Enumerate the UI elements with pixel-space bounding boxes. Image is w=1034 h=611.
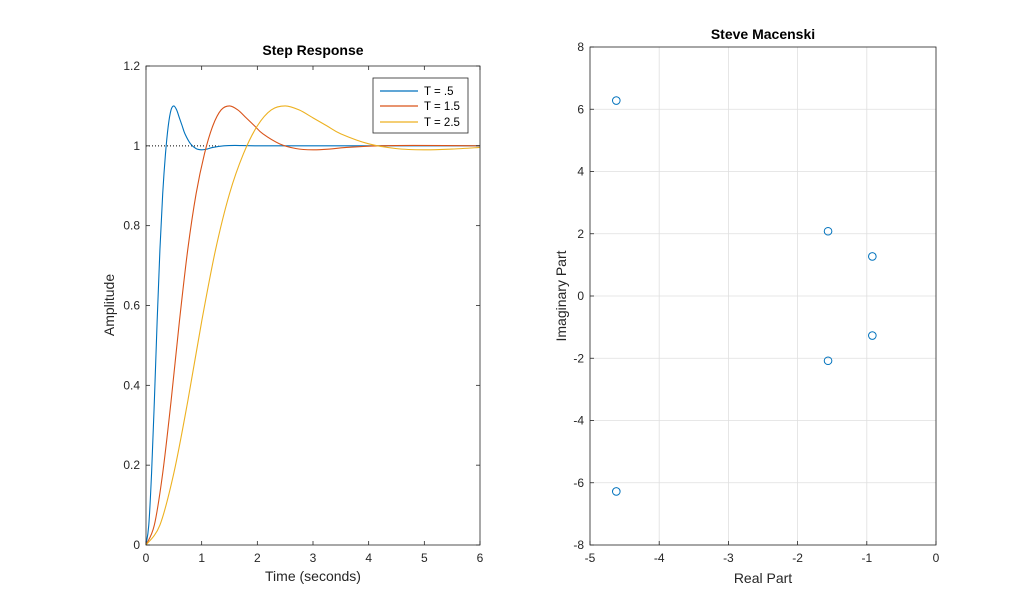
pole-point-2 [823,226,833,236]
plot1-title: Step Response [262,42,363,58]
plot2-title: Steve Macenski [711,26,815,42]
plot2-x-tick-label: -3 [723,551,734,565]
plot1-x-tick-label: 2 [254,551,261,565]
series-line-1 [145,105,481,546]
plot2-ticks: -5 -4 -3 -2 -1 0 -8 -6 -4 -2 0 2 4 6 8 [573,40,939,565]
plot1-y-tick-label: 1 [133,139,140,153]
plot1-x-tick-label: 5 [421,551,428,565]
plot2-y-axis-label: Imaginary Part [553,250,569,341]
plot1-x-tick-label: 1 [198,551,205,565]
series-line-0 [145,105,480,546]
plot2-points-group [611,96,877,496]
plot2-y-tick-label: 0 [577,289,584,303]
plot2-y-tick-label: -2 [573,351,584,365]
plot2-x-tick-label: -2 [792,551,803,565]
plot1-legend: T = .5 T = 1.5 T = 2.5 [372,77,469,134]
plot2-y-tick-label: 8 [577,40,584,54]
plot2-y-tick-label: -8 [573,538,584,552]
step-response-plot: 0 1 2 3 4 5 6 0 0.2 0.4 0.6 0.8 1 1.2 Step Response T… [101,42,484,584]
plot2-x-tick-label: -5 [585,551,596,565]
pole-point-0 [611,96,621,105]
plot1-x-tick-label: 6 [477,551,484,565]
pole-point-1 [611,487,621,496]
plot2-x-tick-label: 0 [933,551,940,565]
plot1-y-tick-label: 0.2 [123,458,140,472]
plot1-y-tick-label: 1.2 [123,59,140,73]
legend-entry-0: T = .5 [424,86,454,98]
plot2-x-tick-label: -4 [654,551,665,565]
legend-entry-2: T = 2.5 [424,117,460,129]
plot2-x-tick-label: -1 [861,551,872,565]
plot2-y-tick-label: 6 [577,102,584,116]
plot1-series-group [145,105,481,546]
plot1-background [146,66,480,545]
plot1-x-tick-label: 0 [143,551,150,565]
plot2-y-tick-label: 4 [577,165,584,179]
plot1-y-tick-label: 0.4 [123,378,140,392]
plot1-x-tick-label: 3 [310,551,317,565]
plot1-y-axis-label: Amplitude [101,274,117,336]
plot2-y-tick-label: -6 [573,476,584,490]
series-line-2 [145,105,481,546]
pole-point-3 [823,356,833,366]
legend-entry-1: T = 1.5 [424,101,460,113]
pole-point-5 [868,331,877,340]
plot1-y-tick-label: 0.6 [123,299,140,313]
plot2-x-axis-label: Real Part [734,570,792,586]
plot1-y-tick-label: 0 [133,538,140,552]
plot1-x-tick-label: 4 [365,551,372,565]
plot1-x-axis-label: Time (seconds) [265,568,361,584]
plot2-y-tick-label: -4 [573,414,584,428]
plot2-y-tick-label: 2 [577,227,584,241]
pole-point-4 [868,252,877,261]
plot1-ticks: 0 1 2 3 4 5 6 0 0.2 0.4 0.6 0.8 1 1.2 [123,59,483,565]
plot1-y-tick-label: 0.8 [123,219,140,233]
